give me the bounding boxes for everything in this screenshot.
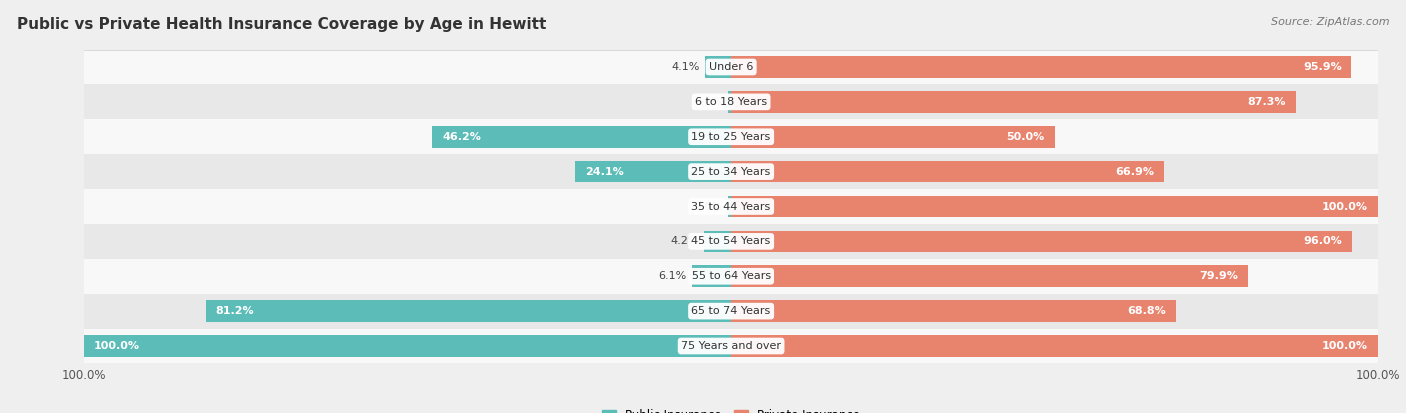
Bar [205,300,731,322]
Bar [704,56,731,78]
Text: 65 to 74 Years: 65 to 74 Years [692,306,770,316]
Bar [728,196,731,217]
Text: 46.2%: 46.2% [441,132,481,142]
Bar [731,161,1164,183]
Legend: Public Insurance, Private Insurance: Public Insurance, Private Insurance [598,404,865,413]
Bar [84,294,1378,329]
Text: 0.0%: 0.0% [695,202,723,211]
Bar [704,230,731,252]
Text: 75 Years and over: 75 Years and over [681,341,782,351]
Text: Under 6: Under 6 [709,62,754,72]
Text: 6 to 18 Years: 6 to 18 Years [695,97,768,107]
Bar [84,84,1378,119]
Text: 100.0%: 100.0% [1322,202,1368,211]
Text: 95.9%: 95.9% [1303,62,1341,72]
Text: 68.8%: 68.8% [1128,306,1167,316]
Bar [731,335,1378,357]
Bar [84,189,1378,224]
Bar [728,91,731,113]
Bar [731,126,1054,147]
Bar [84,224,1378,259]
Text: 55 to 64 Years: 55 to 64 Years [692,271,770,281]
Bar [84,50,1378,84]
Bar [731,56,1351,78]
Text: 35 to 44 Years: 35 to 44 Years [692,202,770,211]
Bar [731,266,1249,287]
Bar [84,329,1378,363]
Text: 50.0%: 50.0% [1007,132,1045,142]
Bar [731,230,1353,252]
Text: 81.2%: 81.2% [215,306,254,316]
Text: 45 to 54 Years: 45 to 54 Years [692,236,770,247]
Bar [84,259,1378,294]
Bar [731,91,1296,113]
Bar [84,119,1378,154]
Bar [731,196,1378,217]
Text: 24.1%: 24.1% [585,166,624,177]
Bar [692,266,731,287]
Text: 79.9%: 79.9% [1199,271,1239,281]
Bar [575,161,731,183]
Text: 6.1%: 6.1% [658,271,686,281]
Text: 100.0%: 100.0% [94,341,141,351]
Bar [84,154,1378,189]
Bar [84,335,731,357]
Text: Source: ZipAtlas.com: Source: ZipAtlas.com [1271,17,1389,26]
Text: 0.0%: 0.0% [695,97,723,107]
Text: 66.9%: 66.9% [1115,166,1154,177]
Text: 4.2%: 4.2% [671,236,699,247]
Bar [731,300,1175,322]
Text: 4.1%: 4.1% [671,62,699,72]
Bar [432,126,731,147]
Text: 87.3%: 87.3% [1247,97,1286,107]
Text: Public vs Private Health Insurance Coverage by Age in Hewitt: Public vs Private Health Insurance Cover… [17,17,547,31]
Text: 100.0%: 100.0% [1322,341,1368,351]
Text: 25 to 34 Years: 25 to 34 Years [692,166,770,177]
Text: 96.0%: 96.0% [1303,236,1343,247]
Text: 19 to 25 Years: 19 to 25 Years [692,132,770,142]
